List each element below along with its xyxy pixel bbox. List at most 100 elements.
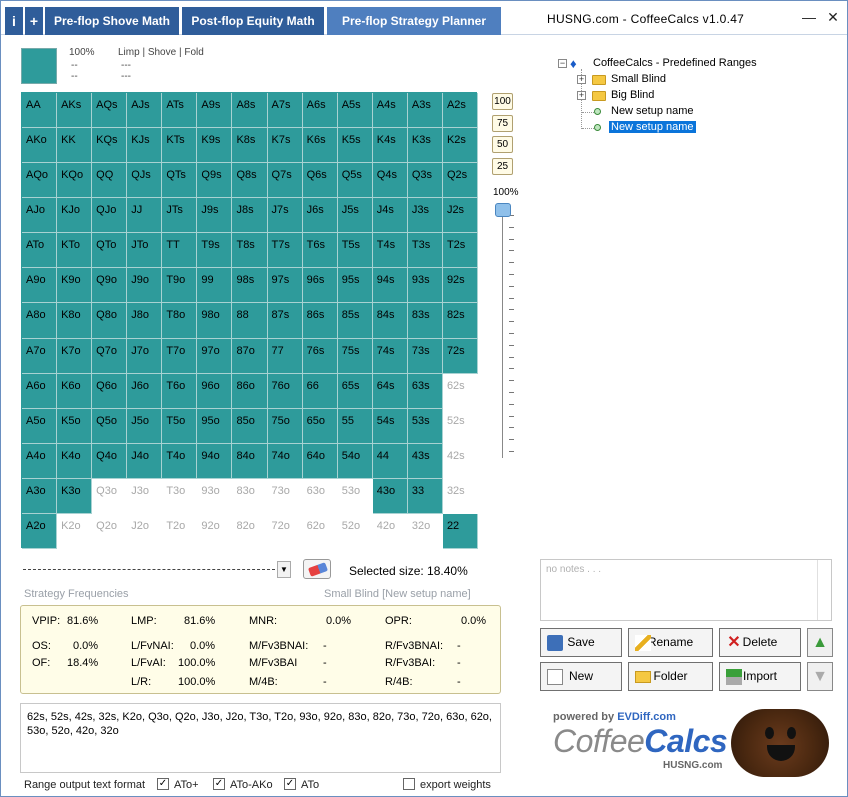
format-ato-plus-checkbox[interactable]: ✓ <box>157 778 169 790</box>
hand-cell-q3s[interactable]: Q3s <box>407 163 443 199</box>
hand-cell-ats[interactable]: ATs <box>162 93 198 129</box>
hand-cell-52o[interactable]: 52o <box>337 513 373 550</box>
hand-cell-k7s[interactable]: K7s <box>267 128 303 164</box>
hand-cell-a4o[interactable]: A4o <box>22 443 58 479</box>
hand-cell-t3o[interactable]: T3o <box>162 478 198 514</box>
hand-cell-j5o[interactable]: J5o <box>127 408 163 444</box>
hand-cell-43o[interactable]: 43o <box>372 478 408 514</box>
hand-cell-jts[interactable]: JTs <box>162 198 198 234</box>
evdiff-link[interactable]: EVDiff.com <box>617 711 676 723</box>
hand-cell-96o[interactable]: 96o <box>197 373 233 409</box>
hand-cell-99[interactable]: 99 <box>197 268 233 304</box>
preset-100-button[interactable]: 100 <box>492 93 513 110</box>
hand-cell-a5s[interactable]: A5s <box>337 93 373 129</box>
notes-textarea[interactable]: no notes . . . <box>540 559 832 621</box>
hand-cell-q3o[interactable]: Q3o <box>92 478 128 514</box>
hand-cell-a7o[interactable]: A7o <box>22 338 58 374</box>
hand-cell-t2s[interactable]: T2s <box>442 233 479 269</box>
hand-cell-k5s[interactable]: K5s <box>337 128 373 164</box>
hand-cell-qts[interactable]: QTs <box>162 163 198 199</box>
hand-cell-q4o[interactable]: Q4o <box>92 443 128 479</box>
hand-cell-73s[interactable]: 73s <box>407 338 443 374</box>
hand-cell-42o[interactable]: 42o <box>372 513 408 550</box>
hand-cell-j6o[interactable]: J6o <box>127 373 163 409</box>
tree-root[interactable]: CoffeeCalcs - Predefined Ranges <box>593 57 757 69</box>
hand-cell-66[interactable]: 66 <box>302 373 338 409</box>
hand-cell-k9s[interactable]: K9s <box>197 128 233 164</box>
hand-cell-q2s[interactable]: Q2s <box>442 163 479 199</box>
hand-cell-jto[interactable]: JTo <box>127 233 163 269</box>
tree-folder-small-blind[interactable]: Small Blind <box>611 73 667 85</box>
hand-cell-j4s[interactable]: J4s <box>372 198 408 234</box>
hand-cell-65o[interactable]: 65o <box>302 408 338 444</box>
hand-cell-qto[interactable]: QTo <box>92 233 128 269</box>
hand-cell-97o[interactable]: 97o <box>197 338 233 374</box>
hand-cell-64o[interactable]: 64o <box>302 443 338 479</box>
hand-cell-76s[interactable]: 76s <box>302 338 338 374</box>
hand-cell-95s[interactable]: 95s <box>337 268 373 304</box>
hand-cell-53o[interactable]: 53o <box>337 478 373 514</box>
hand-cell-j5s[interactable]: J5s <box>337 198 373 234</box>
hand-cell-95o[interactable]: 95o <box>197 408 233 444</box>
hand-cell-k7o[interactable]: K7o <box>57 338 93 374</box>
hand-cell-kjo[interactable]: KJo <box>57 198 93 234</box>
hand-cell-ajo[interactable]: AJo <box>22 198 58 234</box>
hand-cell-43s[interactable]: 43s <box>407 443 443 479</box>
hand-cell-kjs[interactable]: KJs <box>127 128 163 164</box>
hand-cell-96s[interactable]: 96s <box>302 268 338 304</box>
hand-cell-k2s[interactable]: K2s <box>442 128 479 164</box>
hand-cell-ajs[interactable]: AJs <box>127 93 163 129</box>
hand-cell-j2o[interactable]: J2o <box>127 513 163 550</box>
hand-cell-q9o[interactable]: Q9o <box>92 268 128 304</box>
hand-cell-aa[interactable]: AA <box>22 93 58 129</box>
hand-cell-j9o[interactable]: J9o <box>127 268 163 304</box>
hand-cell-q8s[interactable]: Q8s <box>232 163 268 199</box>
rename-button[interactable]: Rename <box>628 628 713 657</box>
hand-cell-k2o[interactable]: K2o <box>57 513 93 550</box>
hand-cell-84s[interactable]: 84s <box>372 303 408 339</box>
preset-50-button[interactable]: 50 <box>492 136 513 153</box>
hand-cell-a3o[interactable]: A3o <box>22 478 58 514</box>
hand-cell-ako[interactable]: AKo <box>22 128 58 164</box>
hand-cell-84o[interactable]: 84o <box>232 443 268 479</box>
expand-icon[interactable]: + <box>577 74 586 84</box>
range-output-text[interactable]: 62s, 52s, 42s, 32s, K2o, Q3o, Q2o, J3o, … <box>20 703 501 773</box>
hand-cell-q6o[interactable]: Q6o <box>92 373 128 409</box>
line-style-selector[interactable] <box>23 569 275 570</box>
hand-cell-a6o[interactable]: A6o <box>22 373 58 409</box>
hand-cell-54s[interactable]: 54s <box>372 408 408 444</box>
hand-cell-t8s[interactable]: T8s <box>232 233 268 269</box>
preset-25-button[interactable]: 25 <box>492 158 513 175</box>
hand-cell-k8s[interactable]: K8s <box>232 128 268 164</box>
hand-cell-kqs[interactable]: KQs <box>92 128 128 164</box>
hand-cell-72o[interactable]: 72o <box>267 513 303 550</box>
hand-cell-75o[interactable]: 75o <box>267 408 303 444</box>
hand-cell-t7s[interactable]: T7s <box>267 233 303 269</box>
hand-cell-q2o[interactable]: Q2o <box>92 513 128 550</box>
hand-cell-92s[interactable]: 92s <box>442 268 479 304</box>
hand-cell-q9s[interactable]: Q9s <box>197 163 233 199</box>
hand-cell-aks[interactable]: AKs <box>57 93 93 129</box>
hand-cell-j9s[interactable]: J9s <box>197 198 233 234</box>
hand-cell-j8s[interactable]: J8s <box>232 198 268 234</box>
hand-cell-j4o[interactable]: J4o <box>127 443 163 479</box>
hand-cell-k5o[interactable]: K5o <box>57 408 93 444</box>
hand-cell-87s[interactable]: 87s <box>267 303 303 339</box>
hand-cell-k4o[interactable]: K4o <box>57 443 93 479</box>
info-button[interactable]: i <box>5 7 23 35</box>
hand-cell-93o[interactable]: 93o <box>197 478 233 514</box>
hand-cell-q7o[interactable]: Q7o <box>92 338 128 374</box>
hand-cell-a7s[interactable]: A7s <box>267 93 303 129</box>
collapse-icon[interactable]: − <box>558 58 567 68</box>
hand-cell-63o[interactable]: 63o <box>302 478 338 514</box>
hand-cell-55[interactable]: 55 <box>337 408 373 444</box>
format-ato-ako-checkbox[interactable]: ✓ <box>213 778 225 790</box>
hand-cell-74o[interactable]: 74o <box>267 443 303 479</box>
hand-cell-t5s[interactable]: T5s <box>337 233 373 269</box>
hand-cell-t7o[interactable]: T7o <box>162 338 198 374</box>
tab-postflop-equity-math[interactable]: Post-flop Equity Math <box>182 7 324 35</box>
hand-cell-44[interactable]: 44 <box>372 443 408 479</box>
move-down-arrow-icon[interactable]: ▼ <box>807 662 833 691</box>
hand-cell-k6s[interactable]: K6s <box>302 128 338 164</box>
hand-cell-83o[interactable]: 83o <box>232 478 268 514</box>
